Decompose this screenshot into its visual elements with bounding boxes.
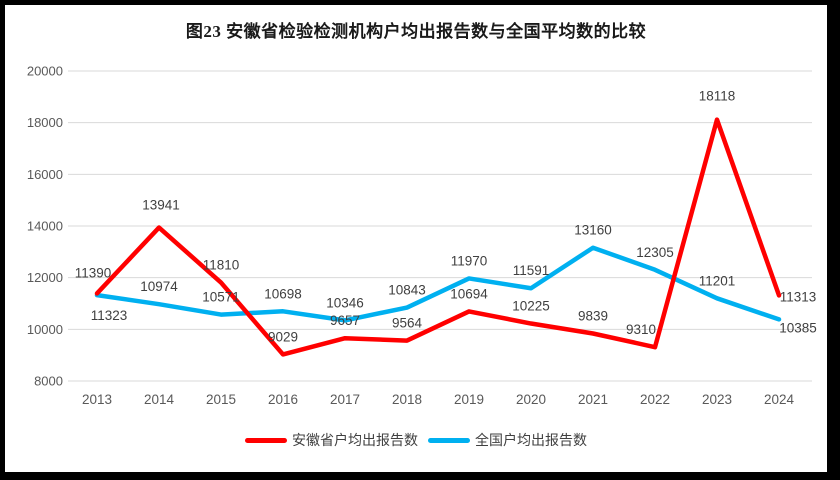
y-axis-tick-label: 14000 bbox=[27, 219, 63, 234]
data-label-anhui: 9310 bbox=[626, 322, 656, 337]
series-line-anhui bbox=[94, 117, 782, 357]
x-axis-tick-label: 2014 bbox=[144, 392, 175, 407]
data-label-national: 10346 bbox=[326, 295, 364, 310]
x-axis-tick-label: 2016 bbox=[268, 392, 298, 407]
data-label-national: 11970 bbox=[451, 253, 488, 268]
data-label-anhui: 9564 bbox=[392, 316, 423, 331]
x-axis-tick-label: 2021 bbox=[578, 392, 608, 407]
legend-item-national: 全国户均出报告数 bbox=[428, 430, 587, 450]
x-axis-tick-label: 2022 bbox=[640, 392, 670, 407]
y-axis-tick-label: 18000 bbox=[27, 115, 63, 130]
data-label-anhui: 11810 bbox=[203, 258, 240, 273]
y-axis-tick-label: 20000 bbox=[27, 64, 63, 79]
x-axis-tick-label: 2019 bbox=[454, 392, 484, 407]
national-line-swatch-icon bbox=[428, 437, 470, 443]
data-label-anhui: 9029 bbox=[268, 329, 298, 344]
data-label-anhui: 13941 bbox=[142, 198, 180, 213]
x-axis-tick-label: 2017 bbox=[330, 392, 360, 407]
legend-label-national: 全国户均出报告数 bbox=[475, 432, 587, 448]
y-axis-tick-label: 16000 bbox=[27, 167, 63, 182]
data-label-national: 10974 bbox=[140, 279, 178, 294]
data-label-national: 11201 bbox=[699, 273, 736, 288]
data-label-national: 12305 bbox=[636, 245, 674, 260]
data-label-anhui: 9839 bbox=[578, 308, 608, 323]
data-label-national: 10385 bbox=[779, 320, 817, 335]
y-axis-tick-label: 10000 bbox=[27, 322, 63, 337]
chart-legend: 安徽省户均出报告数 全国户均出报告数 bbox=[5, 430, 827, 450]
legend-item-anhui: 安徽省户均出报告数 bbox=[245, 430, 418, 450]
data-label-anhui: 11390 bbox=[75, 265, 112, 280]
data-label-national: 10843 bbox=[388, 283, 426, 298]
data-label-anhui: 10694 bbox=[450, 286, 488, 301]
data-label-national: 11323 bbox=[91, 308, 128, 323]
anhui-line-swatch-icon bbox=[245, 437, 287, 443]
line-chart: 8000 10000 12000 14000 16000 18000 20000 2013 20… bbox=[27, 64, 817, 408]
x-axis-tick-label: 2020 bbox=[516, 392, 546, 407]
x-axis-tick-label: 2013 bbox=[82, 392, 112, 407]
data-label-anhui: 18118 bbox=[699, 89, 736, 104]
data-label-anhui: 10225 bbox=[512, 299, 550, 314]
y-axis-tick-label: 12000 bbox=[27, 270, 63, 285]
legend-label-anhui: 安徽省户均出报告数 bbox=[292, 432, 418, 448]
x-axis-tick-label: 2018 bbox=[392, 392, 422, 407]
data-label-national: 11591 bbox=[513, 263, 550, 278]
data-label-national: 10698 bbox=[264, 286, 302, 301]
data-label-anhui: 9657 bbox=[330, 313, 360, 328]
data-label-anhui: 11313 bbox=[780, 289, 817, 304]
x-axis-tick-label: 2015 bbox=[206, 392, 236, 407]
y-axis-tick-label: 8000 bbox=[34, 374, 63, 389]
x-axis-tick-label: 2023 bbox=[702, 392, 732, 407]
chart-title: 图23 安徽省检验检测机构户均出报告数与全国平均数的比较 bbox=[185, 22, 647, 41]
data-label-national: 13160 bbox=[574, 223, 612, 238]
series-line-national bbox=[94, 245, 782, 323]
data-label-national: 10571 bbox=[202, 290, 240, 305]
x-axis-tick-label: 2024 bbox=[764, 392, 795, 407]
